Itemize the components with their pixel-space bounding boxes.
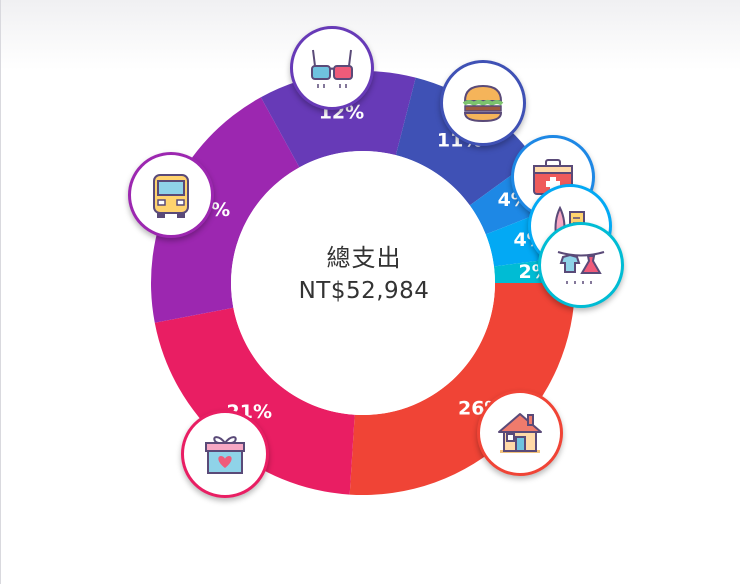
entertainment-category-badge[interactable] [290,26,374,110]
gift-category-badge[interactable] [181,410,269,498]
donut-slice[interactable] [154,307,355,495]
donut-slice[interactable] [349,283,575,495]
total-expense-center: 總支出 NT$52,984 [264,242,464,308]
house-icon [498,413,542,453]
3d-glasses-icon [311,49,353,88]
donut-slice[interactable] [150,97,300,323]
bus-category-badge[interactable] [128,152,214,238]
food-category-badge[interactable] [440,60,526,146]
burger-icon [462,84,504,123]
total-expense-amount: NT$52,984 [298,278,430,304]
laundry-clothes-icon [557,251,605,284]
bus-icon [153,174,189,218]
house-category-badge[interactable] [477,390,563,476]
total-expense-title: 總支出 [326,244,402,272]
donut-hole [231,151,495,415]
clothing-category-badge[interactable] [538,222,624,308]
gift-box-icon [205,436,245,474]
